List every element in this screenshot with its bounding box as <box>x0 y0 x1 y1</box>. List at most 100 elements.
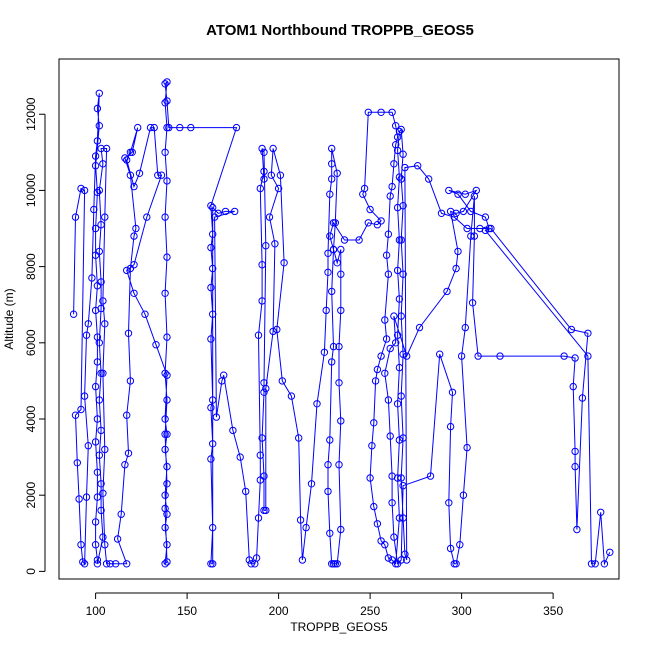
data-point <box>71 411 80 419</box>
data-point <box>123 156 131 164</box>
data-point <box>467 232 475 240</box>
data-point <box>84 442 93 450</box>
data-point <box>395 363 404 372</box>
data-point <box>373 365 382 374</box>
data-point <box>597 508 605 516</box>
data-point <box>403 352 411 360</box>
data-point <box>313 400 321 408</box>
data-point <box>397 175 405 183</box>
data-point <box>161 491 169 499</box>
data-point <box>99 489 107 497</box>
data-point <box>370 502 378 511</box>
data-point <box>93 493 102 501</box>
data-point <box>399 350 407 358</box>
data-point <box>395 514 404 522</box>
data-point <box>446 207 455 216</box>
data-point <box>474 352 482 360</box>
data-point <box>97 144 105 153</box>
data-point <box>91 224 100 233</box>
y-tick-label: 12000 <box>24 97 38 131</box>
data-point <box>591 560 599 568</box>
data-point <box>146 123 155 132</box>
data-point <box>135 169 144 178</box>
data-point <box>231 207 239 216</box>
data-point <box>161 415 169 423</box>
data-point <box>99 160 107 168</box>
data-point <box>84 320 93 328</box>
data-point <box>80 560 89 568</box>
data-point <box>567 325 576 334</box>
data-point <box>333 560 341 568</box>
data-point <box>161 289 169 297</box>
data-point <box>130 182 138 191</box>
data-point <box>571 447 579 456</box>
data-point <box>71 213 80 221</box>
y-tick-label: 2000 <box>24 482 38 509</box>
data-point <box>95 186 104 195</box>
data-point <box>150 123 158 132</box>
data-point <box>328 144 336 153</box>
data-point <box>329 245 338 254</box>
data-point <box>364 219 372 227</box>
data-point <box>106 560 114 568</box>
data-point <box>101 320 109 328</box>
data-point <box>414 162 422 170</box>
data-point <box>77 405 85 414</box>
data-point <box>584 329 592 337</box>
data-point <box>445 499 453 507</box>
data-point <box>82 493 91 501</box>
data-point <box>333 259 341 267</box>
data-point <box>425 175 433 183</box>
x-axis: 100 150 200 250 300 350 <box>86 592 563 618</box>
data-point <box>386 344 394 353</box>
data-point <box>320 348 329 356</box>
data-point <box>399 434 407 442</box>
data-point <box>163 462 171 471</box>
data-point <box>278 377 286 385</box>
data-point <box>324 268 332 276</box>
data-point <box>93 468 102 476</box>
data-point <box>207 335 215 343</box>
data-point <box>296 516 305 524</box>
data-point <box>90 205 98 214</box>
data-point <box>132 224 140 233</box>
data-point <box>161 369 169 377</box>
data-point <box>157 171 166 179</box>
data-point <box>445 186 453 195</box>
data-point <box>93 104 102 113</box>
data-point <box>91 152 100 160</box>
data-point <box>258 434 266 442</box>
data-point <box>392 122 400 130</box>
data-point <box>207 202 215 210</box>
data-point <box>91 251 100 259</box>
data-point <box>381 369 389 377</box>
data-point <box>324 249 332 258</box>
data-point <box>384 554 393 562</box>
data-point <box>123 560 131 568</box>
data-point <box>324 461 332 469</box>
data-point <box>212 413 221 421</box>
x-tick-label: 300 <box>452 604 472 618</box>
data-point <box>333 169 341 178</box>
data-point <box>93 556 102 564</box>
data-point <box>324 487 332 496</box>
data-point <box>459 207 468 216</box>
y-tick-label: 0 <box>24 568 38 575</box>
data-point <box>399 270 407 278</box>
data-point <box>101 541 109 549</box>
data-point <box>69 310 78 318</box>
data-point <box>392 560 400 568</box>
data-point <box>79 558 87 566</box>
data-point <box>220 371 228 379</box>
data-point <box>95 396 104 404</box>
data-point <box>123 411 131 419</box>
data-point <box>399 482 407 490</box>
data-point <box>335 379 343 387</box>
data-point <box>326 190 334 198</box>
data-point <box>113 535 122 543</box>
data-point <box>161 213 169 221</box>
data-point <box>143 213 151 221</box>
y-tick-label: 4000 <box>24 405 38 432</box>
data-point <box>99 533 107 541</box>
data-point <box>395 127 404 136</box>
